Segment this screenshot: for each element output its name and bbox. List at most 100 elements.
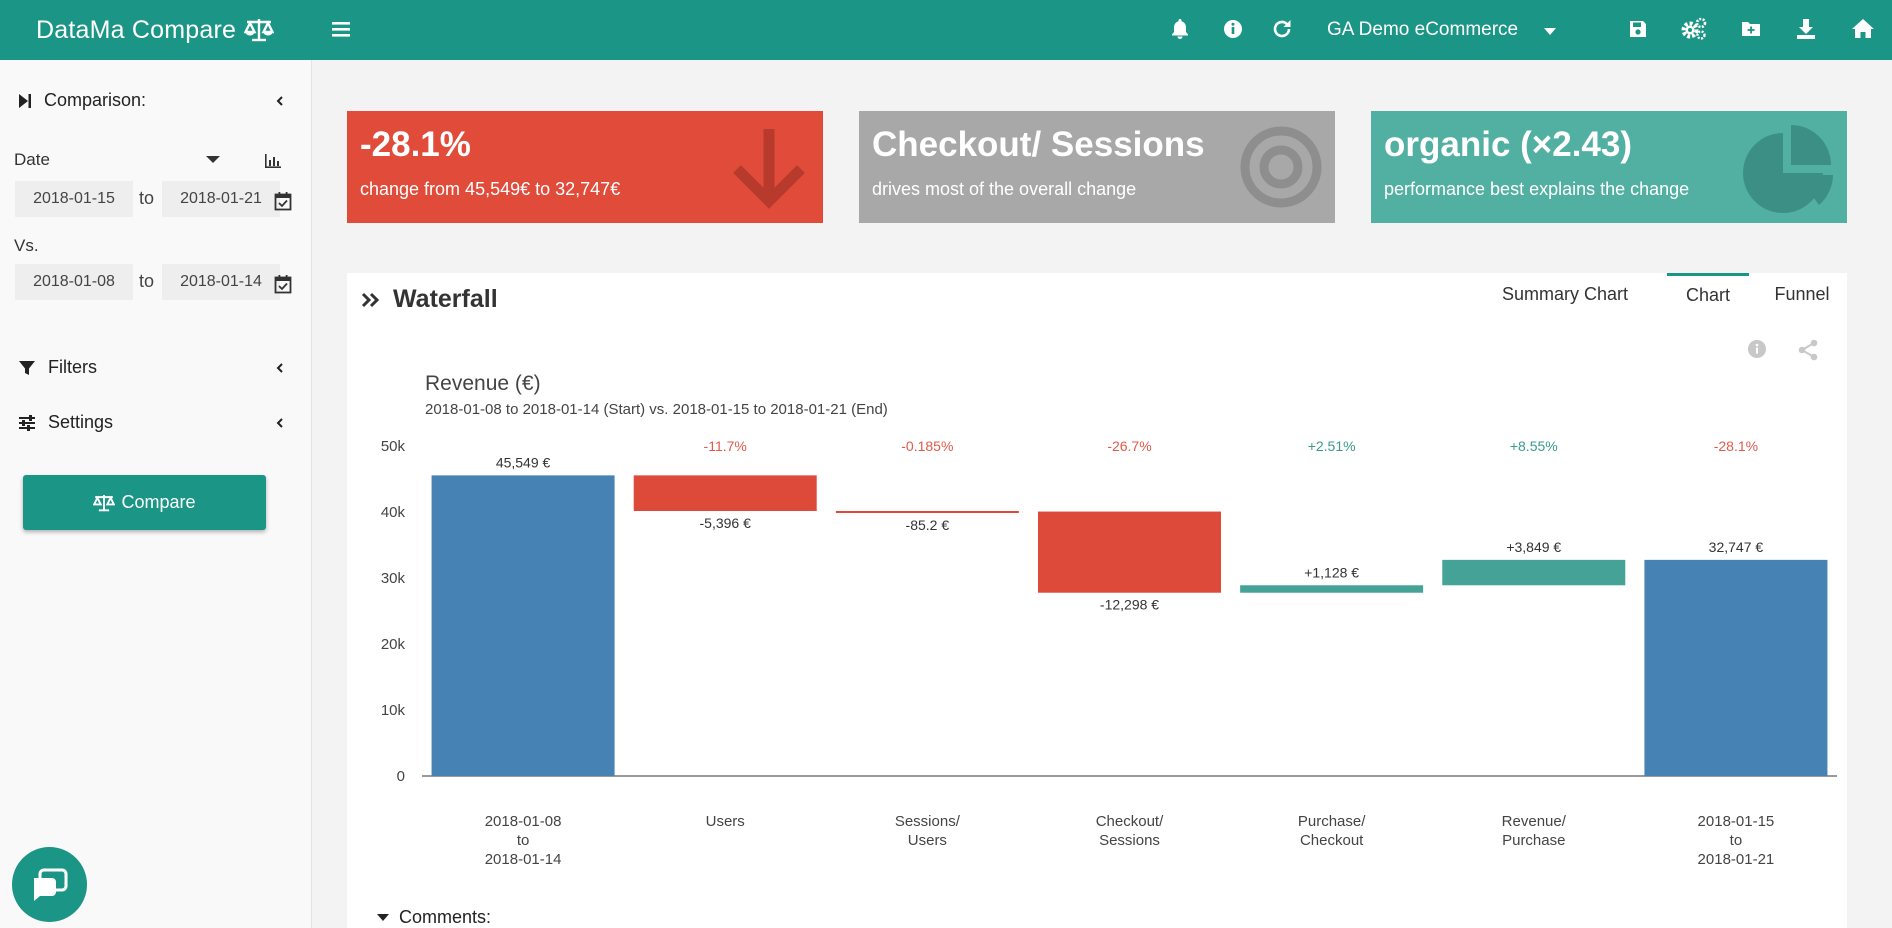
compare-button-label: Compare [121, 492, 196, 512]
caret-down-icon[interactable] [206, 156, 220, 164]
arrow-down-icon [733, 129, 805, 209]
caret-down-icon [377, 913, 389, 921]
brand-name: DataMa Compare [36, 15, 237, 44]
positive-bar [1240, 585, 1424, 593]
caret-down-icon [1544, 28, 1557, 35]
x-category-label: Sessions/Users [895, 813, 961, 849]
comparison-label: Comparison: [44, 90, 147, 110]
bar-value-label: +3,849 € [1506, 539, 1561, 555]
filters-label: Filters [48, 357, 97, 377]
y-tick-label: 50k [381, 438, 406, 455]
chat-widget-button[interactable] [12, 847, 87, 922]
percent-change-label: +2.51% [1308, 438, 1356, 454]
y-tick-label: 40k [381, 504, 406, 521]
percent-change-label: -28.1% [1714, 438, 1758, 454]
info-icon[interactable] [1222, 17, 1244, 46]
x-category-label: 2018-01-08 to 2018-01-14 [485, 813, 562, 868]
segment-card-value: organic (×2.43) [1384, 125, 1633, 164]
download-icon[interactable] [1795, 17, 1817, 46]
change-card-text: change from 45,549€ to 32,747€ [360, 179, 621, 199]
comments-label: Comments: [399, 907, 492, 927]
x-category-label: Revenue/Purchase [1502, 813, 1567, 849]
to-label: to [139, 188, 155, 208]
x-category-label: Purchase/Checkout [1298, 813, 1366, 849]
driver-card-value: Checkout/ Sessions [872, 125, 1205, 164]
bar-value-label: +1,128 € [1304, 564, 1359, 580]
tab-summary-chart[interactable]: Summary Chart [1500, 273, 1630, 315]
segment-card: organic (×2.43) performance best explain… [1371, 111, 1847, 223]
refresh-icon[interactable] [1271, 17, 1293, 46]
period-end-input[interactable] [162, 181, 280, 217]
chevron-left-icon [276, 362, 283, 373]
compare-button[interactable]: Compare [23, 475, 266, 530]
folder-add-icon[interactable] [1740, 17, 1762, 46]
negative-bar [1038, 511, 1221, 593]
info-icon[interactable] [1747, 339, 1767, 359]
home-icon[interactable] [1851, 17, 1875, 46]
bar-chart-icon[interactable] [264, 153, 282, 169]
calendar-check-icon[interactable] [274, 274, 292, 294]
property-selector[interactable]: GA Demo eCommerce [1327, 0, 1557, 60]
sliders-icon [19, 414, 35, 431]
vs-label: Vs. [14, 236, 39, 255]
chevron-left-icon [276, 95, 283, 106]
y-tick-label: 0 [397, 768, 405, 785]
segment-card-text: performance best explains the change [1384, 179, 1690, 199]
calendar-check-icon[interactable] [274, 191, 292, 211]
waterfall-panel: Waterfall Summary Chart Chart Funnel Rev… [347, 273, 1847, 928]
property-name: GA Demo eCommerce [1327, 19, 1519, 40]
save-icon[interactable] [1628, 17, 1648, 46]
x-category-label: 2018-01-15 to 2018-01-21 [1698, 813, 1775, 868]
percent-change-label: -26.7% [1107, 438, 1151, 454]
target-icon [1240, 126, 1322, 208]
bell-icon[interactable] [1170, 17, 1190, 46]
negative-bar [633, 475, 817, 511]
step-forward-icon [19, 93, 31, 108]
bar-value-label: -85.2 € [906, 517, 950, 533]
share-icon[interactable] [1797, 339, 1819, 361]
change-card-value: -28.1% [360, 125, 471, 164]
x-category-label: Checkout/Sessions [1096, 813, 1164, 849]
tab-funnel[interactable]: Funnel [1767, 273, 1837, 315]
driver-card: Checkout/ Sessions drives most of the ov… [859, 111, 1335, 223]
bar-value-label: 45,549 € [496, 454, 551, 470]
tab-chart[interactable]: Chart [1667, 273, 1749, 315]
comparison-section-toggle[interactable]: Comparison: [18, 90, 285, 111]
waterfall-chart: 0 10k 20k 30k 40k 50k 45,549 € 2018-01-08 to 2018… [381, 438, 1837, 868]
to-label: to [139, 271, 155, 291]
filter-icon [19, 360, 35, 375]
change-card: -28.1% change from 45,549€ to 32,747€ [347, 111, 823, 223]
settings-label: Settings [48, 412, 114, 432]
settings-section-toggle[interactable]: Settings [18, 412, 285, 433]
balance-scale-icon [93, 494, 116, 511]
pie-chart-icon [1743, 125, 1833, 213]
filters-section-toggle[interactable]: Filters [18, 357, 285, 378]
settings-icon[interactable] [1681, 17, 1707, 46]
double-chevron-right-icon [361, 292, 380, 307]
vs-end-input[interactable] [162, 264, 280, 300]
y-tick-label: 30k [381, 570, 406, 587]
chart-title: Revenue (€) [425, 372, 541, 395]
total-bar [431, 475, 615, 776]
panel-title: Waterfall [361, 285, 498, 314]
chat-icon [33, 868, 67, 901]
comments-toggle[interactable]: Comments: [377, 907, 491, 928]
chart-subtitle: 2018-01-08 to 2018-01-14 (Start) vs. 201… [425, 401, 888, 418]
tab-label: Funnel [1774, 283, 1830, 304]
y-tick-label: 10k [381, 702, 406, 719]
bar-value-label: -12,298 € [1100, 597, 1159, 613]
chevron-left-icon [276, 417, 283, 428]
period-start-input[interactable] [15, 181, 133, 217]
negative-bar [835, 510, 1019, 513]
top-bar: DataMa Compare GA Demo eCommerce [0, 0, 1892, 60]
sidebar: Comparison: Date to Vs. to Filters Setti… [0, 60, 312, 928]
vs-start-input[interactable] [15, 264, 133, 300]
hamburger-icon[interactable] [332, 18, 350, 45]
bar-value-label: -5,396 € [700, 515, 752, 531]
brand[interactable]: DataMa Compare [36, 0, 275, 60]
tab-label: Chart [1685, 285, 1730, 305]
total-bar [1644, 559, 1828, 776]
percent-change-label: -11.7% [704, 438, 747, 454]
bar-value-label: 32,747 € [1709, 539, 1764, 555]
date-dimension-label: Date [14, 150, 50, 169]
